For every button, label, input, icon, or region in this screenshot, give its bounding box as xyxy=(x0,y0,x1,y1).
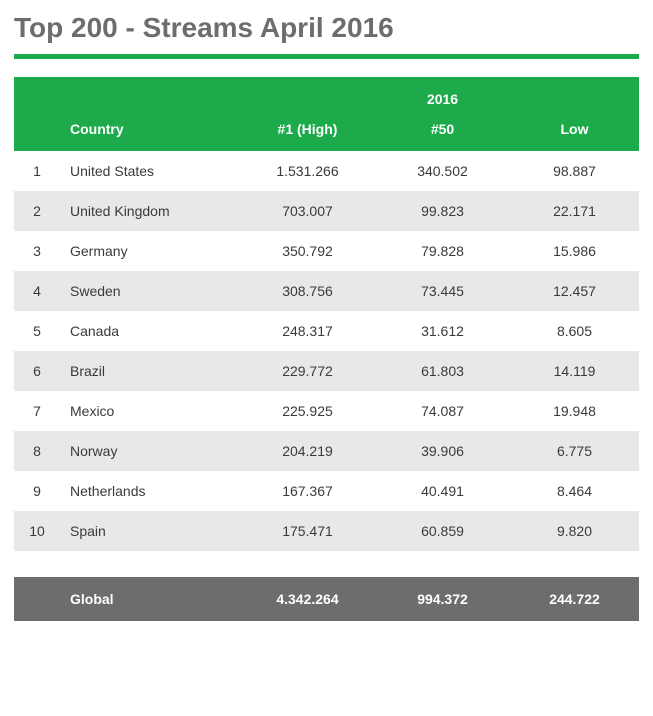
cell-mid: 74.087 xyxy=(375,391,510,431)
cell-mid: 340.502 xyxy=(375,151,510,191)
cell-high: 229.772 xyxy=(240,351,375,391)
cell-low: 8.605 xyxy=(510,311,639,351)
cell-high: 175.471 xyxy=(240,511,375,551)
header-blank xyxy=(240,77,375,113)
table-body: 1United States1.531.266340.50298.8872Uni… xyxy=(14,151,639,551)
cell-rank: 8 xyxy=(14,431,60,471)
header-blank xyxy=(14,77,60,113)
cell-mid: 39.906 xyxy=(375,431,510,471)
cell-low: 8.464 xyxy=(510,471,639,511)
cell-low: 22.171 xyxy=(510,191,639,231)
cell-rank: 2 xyxy=(14,191,60,231)
cell-high: 1.531.266 xyxy=(240,151,375,191)
cell-high: 308.756 xyxy=(240,271,375,311)
cell-rank: 7 xyxy=(14,391,60,431)
table-row: 7Mexico225.92574.08719.948 xyxy=(14,391,639,431)
cell-high: 248.317 xyxy=(240,311,375,351)
header-blank xyxy=(60,77,240,113)
cell-country: Canada xyxy=(60,311,240,351)
cell-mid: 60.859 xyxy=(375,511,510,551)
table-row: 3Germany350.79279.82815.986 xyxy=(14,231,639,271)
cell-low: 9.820 xyxy=(510,511,639,551)
cell-mid: 73.445 xyxy=(375,271,510,311)
cell-mid: 99.823 xyxy=(375,191,510,231)
cell-high: 350.792 xyxy=(240,231,375,271)
cell-low: 6.775 xyxy=(510,431,639,471)
cell-rank: 10 xyxy=(14,511,60,551)
summary-blank xyxy=(14,577,60,621)
page-title: Top 200 - Streams April 2016 xyxy=(14,12,639,44)
header-blank xyxy=(510,77,639,113)
cell-low: 15.986 xyxy=(510,231,639,271)
cell-mid: 79.828 xyxy=(375,231,510,271)
header-50: #50 xyxy=(375,113,510,151)
cell-rank: 5 xyxy=(14,311,60,351)
cell-mid: 40.491 xyxy=(375,471,510,511)
cell-country: Norway xyxy=(60,431,240,471)
accent-divider xyxy=(14,54,639,59)
cell-country: United States xyxy=(60,151,240,191)
table-row: 8Norway204.21939.9066.775 xyxy=(14,431,639,471)
table-row: 9Netherlands167.36740.4918.464 xyxy=(14,471,639,511)
header-low: Low xyxy=(510,113,639,151)
cell-low: 12.457 xyxy=(510,271,639,311)
cell-low: 14.119 xyxy=(510,351,639,391)
header-rank xyxy=(14,113,60,151)
streams-table: 2016 Country #1 (High) #50 Low 1United S… xyxy=(14,77,639,551)
summary-low: 244.722 xyxy=(510,577,639,621)
cell-country: Sweden xyxy=(60,271,240,311)
cell-mid: 31.612 xyxy=(375,311,510,351)
table-row: 4Sweden308.75673.44512.457 xyxy=(14,271,639,311)
cell-country: Brazil xyxy=(60,351,240,391)
cell-rank: 9 xyxy=(14,471,60,511)
cell-rank: 4 xyxy=(14,271,60,311)
summary-row: Global 4.342.264 994.372 244.722 xyxy=(14,577,639,621)
cell-high: 167.367 xyxy=(240,471,375,511)
cell-country: Netherlands xyxy=(60,471,240,511)
cell-high: 225.925 xyxy=(240,391,375,431)
table-row: 10Spain175.47160.8599.820 xyxy=(14,511,639,551)
table-header: 2016 Country #1 (High) #50 Low xyxy=(14,77,639,151)
cell-mid: 61.803 xyxy=(375,351,510,391)
cell-country: Germany xyxy=(60,231,240,271)
cell-high: 703.007 xyxy=(240,191,375,231)
table-row: 1United States1.531.266340.50298.887 xyxy=(14,151,639,191)
cell-low: 98.887 xyxy=(510,151,639,191)
cell-rank: 3 xyxy=(14,231,60,271)
table-row: 6Brazil229.77261.80314.119 xyxy=(14,351,639,391)
header-high: #1 (High) xyxy=(240,113,375,151)
summary-mid: 994.372 xyxy=(375,577,510,621)
cell-country: United Kingdom xyxy=(60,191,240,231)
table-row: 5Canada248.31731.6128.605 xyxy=(14,311,639,351)
summary-high: 4.342.264 xyxy=(240,577,375,621)
cell-high: 204.219 xyxy=(240,431,375,471)
cell-rank: 6 xyxy=(14,351,60,391)
header-country: Country xyxy=(60,113,240,151)
cell-country: Spain xyxy=(60,511,240,551)
cell-country: Mexico xyxy=(60,391,240,431)
cell-rank: 1 xyxy=(14,151,60,191)
header-year: 2016 xyxy=(375,77,510,113)
cell-low: 19.948 xyxy=(510,391,639,431)
table-row: 2United Kingdom703.00799.82322.171 xyxy=(14,191,639,231)
summary-label: Global xyxy=(60,577,240,621)
